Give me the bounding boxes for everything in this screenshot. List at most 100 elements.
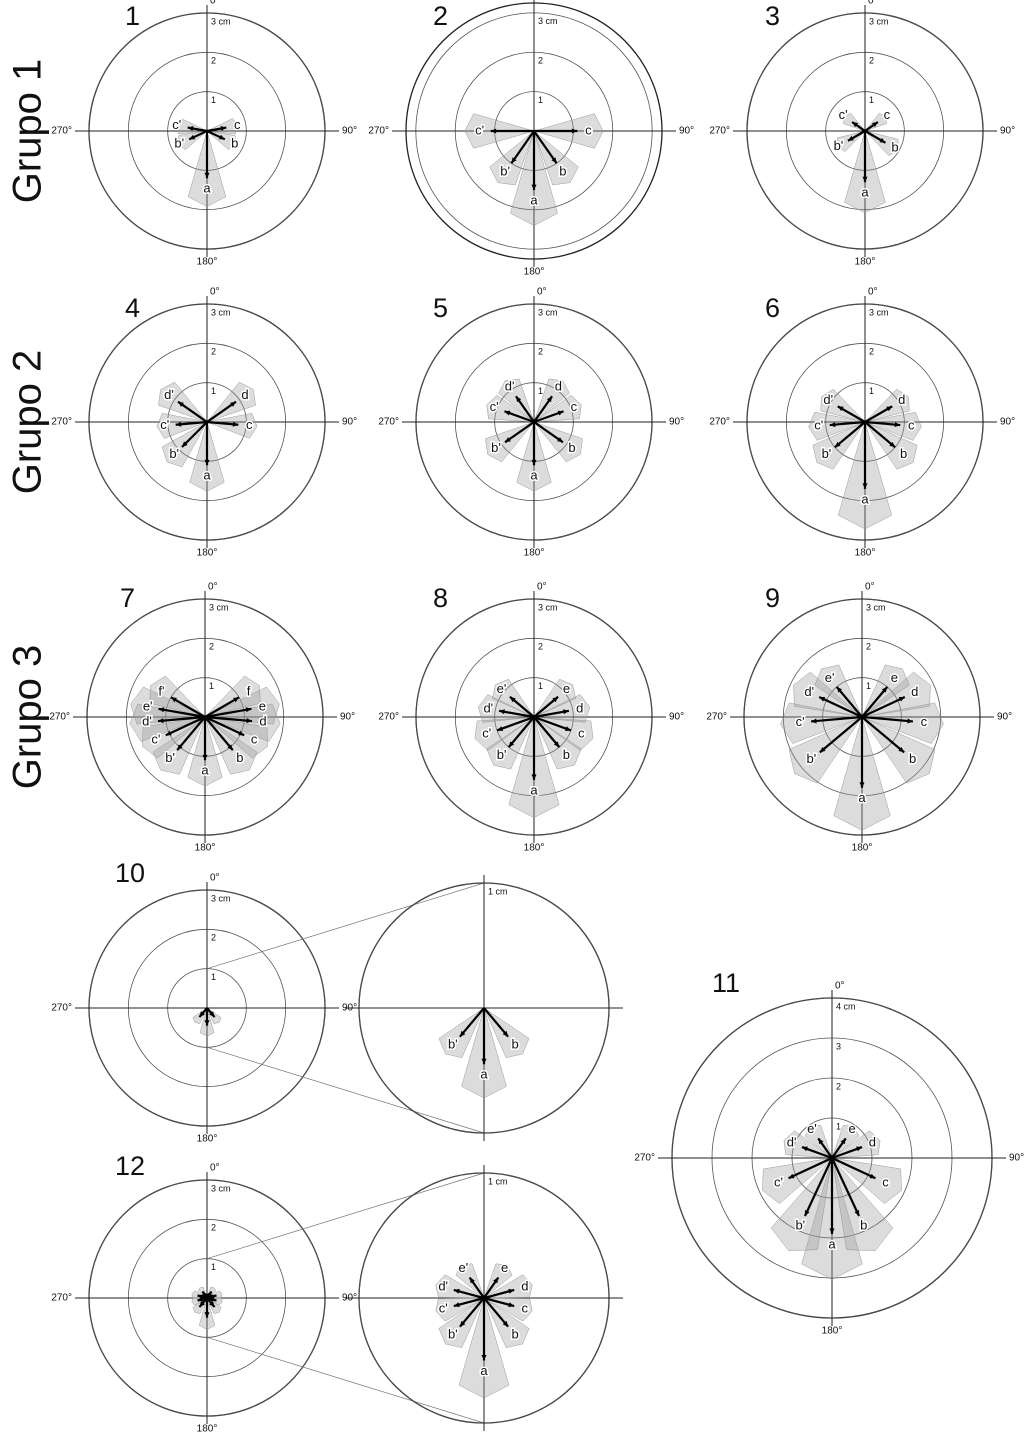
- mean-vector: [165, 716, 206, 737]
- axis-label: 180°: [524, 548, 545, 559]
- arrow-head: [788, 1173, 795, 1179]
- vector-spread: [770, 1157, 833, 1252]
- axis-label: 180°: [524, 843, 545, 854]
- vector-spread: [178, 130, 208, 150]
- vector-label: b': [448, 1037, 458, 1052]
- arrow-head: [829, 422, 836, 428]
- vector-label: b': [174, 135, 184, 150]
- axis-label: 0°: [210, 0, 220, 7]
- ring-label: 3 cm: [209, 602, 229, 612]
- panel-number: 1: [125, 1, 140, 31]
- panel-number: 10: [115, 858, 145, 888]
- axis-label: 0°: [835, 981, 845, 992]
- vector-spread: [533, 130, 579, 186]
- arrow-head: [862, 176, 868, 183]
- vector-spread: [489, 130, 535, 186]
- axis-label: 270°: [51, 1293, 72, 1304]
- arrow-head: [818, 1138, 824, 1145]
- arrow-head: [531, 184, 537, 191]
- arrow-head: [804, 1210, 810, 1217]
- group-label: Grupo 1: [6, 59, 50, 204]
- arrow-head: [837, 406, 844, 412]
- arrow-head: [233, 697, 240, 703]
- panel-number: 8: [433, 583, 448, 613]
- ring-label: 1 cm: [488, 1176, 508, 1186]
- vector-spread: [483, 1297, 533, 1322]
- axis-label: 0°: [537, 287, 547, 298]
- mean-vector: [206, 400, 237, 423]
- zoom-connector: [206, 882, 485, 970]
- vector-spread: [485, 421, 535, 463]
- vector-label: a: [858, 790, 866, 805]
- ring-label: 1: [211, 386, 216, 396]
- mean-vector: [483, 1007, 509, 1038]
- ring-label: 1: [836, 1121, 841, 1131]
- axis-label: 180°: [524, 267, 545, 278]
- arrow-head: [504, 410, 511, 416]
- arrow-head: [157, 718, 164, 724]
- vector-label: b: [860, 1217, 867, 1232]
- ring-label: 2: [211, 56, 216, 66]
- axis-label: 90°: [1000, 417, 1015, 428]
- vector-spread: [780, 702, 863, 744]
- mean-vector: [157, 715, 206, 723]
- vector-label: c': [482, 726, 491, 741]
- vector-label: c': [151, 731, 160, 746]
- arrow-head: [499, 709, 505, 715]
- axis-label: 90°: [340, 712, 355, 723]
- vector-label: d': [483, 700, 493, 715]
- arrow-head: [811, 718, 817, 724]
- arrow-head: [199, 1301, 205, 1308]
- vector-label: d': [787, 1135, 797, 1150]
- arrow-head: [459, 1320, 466, 1327]
- vector-label: b: [236, 750, 243, 765]
- vector-label: e: [501, 1260, 508, 1275]
- axis-label: 180°: [197, 548, 218, 559]
- arrow-head: [531, 774, 537, 780]
- arrow-head: [197, 1294, 204, 1300]
- arrow-head: [238, 730, 245, 736]
- arrow-head: [801, 1146, 808, 1152]
- vector-label: c': [796, 714, 805, 729]
- ring-label: 1: [211, 95, 216, 105]
- vector-label: e': [807, 1121, 817, 1136]
- mean-vector: [533, 130, 558, 164]
- mean-vector: [533, 709, 570, 719]
- axis-label: 180°: [197, 257, 218, 268]
- vector-label: d': [164, 387, 174, 402]
- axis-label: 180°: [195, 843, 216, 854]
- vector-label: c: [234, 117, 241, 132]
- ring-label: 2: [211, 1223, 216, 1233]
- arrow-head: [202, 754, 208, 761]
- arrow-head: [552, 696, 559, 703]
- arrow-head: [508, 1288, 515, 1294]
- vector-label: b: [512, 1327, 519, 1342]
- vector-spread: [793, 671, 863, 718]
- arrow-head: [852, 121, 859, 128]
- vector-spread: [533, 716, 594, 751]
- arrow-head: [204, 1020, 210, 1026]
- axis-label: 270°: [378, 712, 399, 723]
- arrow-head: [202, 1291, 208, 1298]
- arrow-head: [204, 1312, 210, 1318]
- vector-label: b': [795, 1217, 805, 1232]
- arrow-head: [551, 157, 557, 164]
- arrow-head: [563, 709, 569, 715]
- axis-label: 0°: [865, 582, 875, 593]
- ring-label: 1: [211, 972, 216, 982]
- vector-spread: [533, 394, 582, 423]
- axis-label: 90°: [679, 126, 694, 137]
- vector-label: a: [828, 1236, 836, 1251]
- ring-label: 2: [209, 642, 214, 652]
- vector-label: b: [231, 135, 238, 150]
- ring-label: 3 cm: [211, 307, 231, 317]
- vector-label: c: [882, 1174, 889, 1189]
- axis-label: 270°: [51, 417, 72, 428]
- axis-label: 90°: [1009, 1153, 1024, 1164]
- arrow-head: [204, 459, 210, 466]
- ring-label: 3 cm: [538, 16, 558, 26]
- mean-vector: [829, 420, 866, 427]
- ring-label: 2: [869, 56, 874, 66]
- vector-label: d: [555, 379, 562, 394]
